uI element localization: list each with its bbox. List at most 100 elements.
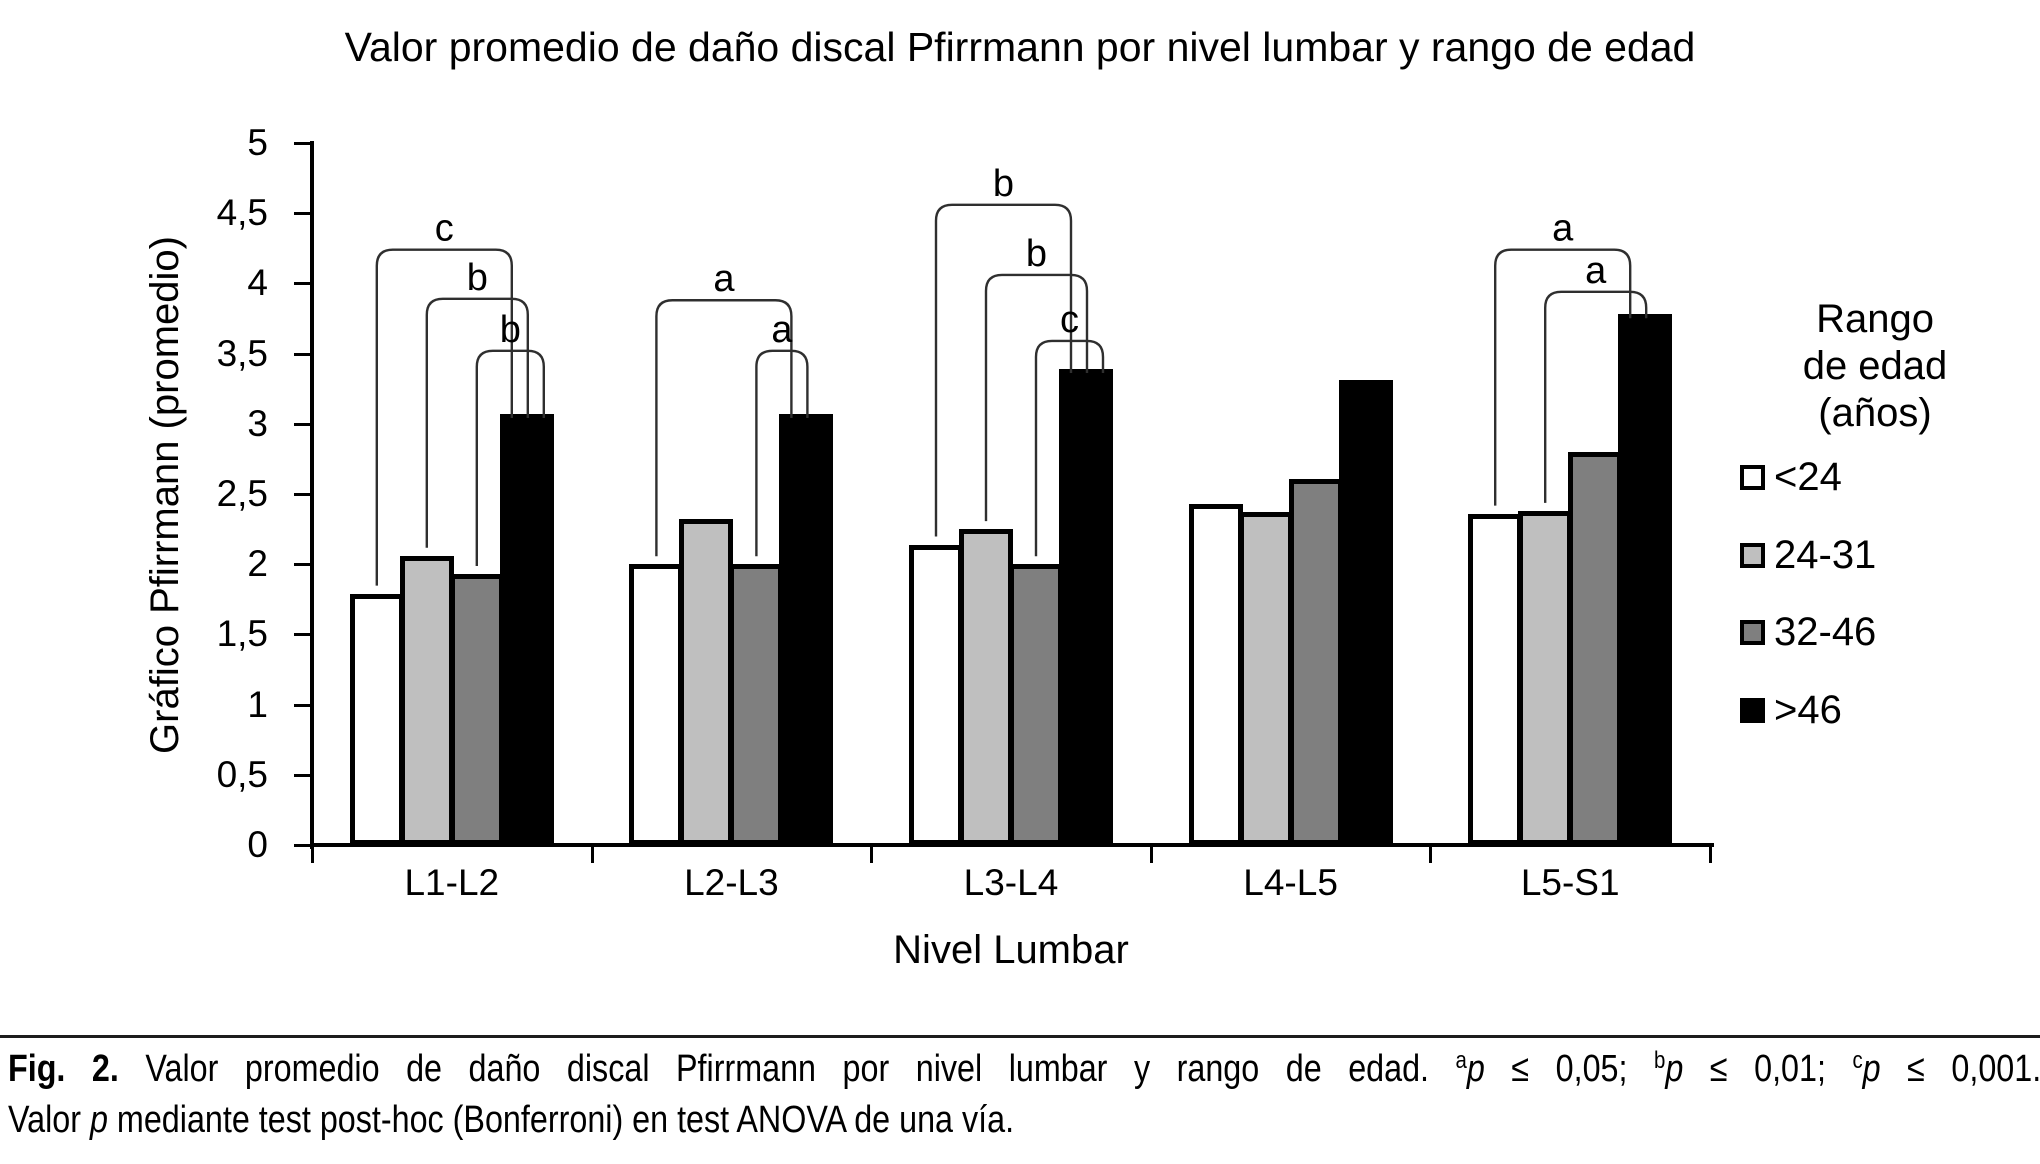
bar-L1-L2-32-46 [449, 574, 504, 845]
legend-swatch-icon [1740, 542, 1765, 568]
y-tick-label: 3 [247, 402, 268, 444]
bar-L3-L4-<24 [909, 544, 963, 845]
y-tick-mark [294, 703, 310, 707]
legend-item-label: 24-31 [1774, 532, 1877, 577]
y-tick-label: 1 [247, 683, 268, 725]
legend-title-line: Rango [1816, 297, 1934, 341]
y-tick-mark [294, 142, 310, 145]
caption-segment: Valor [8, 1099, 90, 1141]
x-tick-mark [1709, 847, 1712, 863]
caption-segment: ≤ 0,01; [1683, 1048, 1853, 1090]
y-tick-label: 5 [247, 122, 268, 163]
legend-item-32-46: 32-46 [1740, 607, 1876, 657]
bar-L1-L2->46 [499, 413, 554, 845]
y-tick-mark [294, 633, 310, 637]
significance-label: a [713, 258, 735, 300]
legend-item-label: >46 [1774, 687, 1842, 732]
y-tick-label: 4,5 [216, 192, 268, 234]
y-tick-mark [294, 563, 310, 567]
caption-divider [0, 1035, 2040, 1038]
legend-item-label: <24 [1774, 454, 1842, 499]
chart-title: Valor promedio de daño discal Pfirrmann … [344, 24, 1696, 70]
y-tick-mark [294, 282, 310, 286]
caption-segment: mediante test post-hoc (Bonferroni) en t… [107, 1099, 1015, 1141]
caption-segment: b [1654, 1047, 1666, 1074]
bar-L4-L5-32-46 [1288, 478, 1343, 845]
x-tick-mark [311, 847, 314, 863]
legend: Rango de edad (años) <24 24-31 32-46 >46 [1740, 296, 2040, 732]
y-tick-mark [294, 844, 310, 847]
y-tick-mark [294, 352, 310, 356]
y-tick-label: 3,5 [216, 332, 268, 374]
y-tick-label: 4 [247, 262, 268, 304]
y-tick-mark [294, 493, 310, 496]
caption-segment: ≤ 0,001. [1880, 1048, 2040, 1090]
bar-L2-L3-32-46 [729, 564, 784, 845]
y-tick-mark [294, 212, 310, 216]
legend-item->46: >46 [1740, 685, 1842, 735]
legend-title-line: de edad [1802, 344, 1948, 388]
legend-item-label: 32-46 [1774, 609, 1877, 654]
legend-title: Rango de edad (años) [1740, 296, 2010, 437]
y-tick-label: 0 [247, 824, 268, 865]
x-category-label: L3-L4 [963, 862, 1059, 903]
caption-segment: Valor promedio de daño discal Pfirrmann … [118, 1048, 1456, 1090]
significance-label: b [993, 163, 1014, 205]
legend-title-line: (años) [1818, 391, 1932, 435]
significance-label: a [1585, 250, 1607, 292]
bar-L3-L4->46 [1059, 369, 1113, 845]
y-tick-mark [294, 422, 310, 426]
caption-segment: Fig. 2. [8, 1048, 119, 1090]
y-axis-line [310, 141, 314, 849]
caption-segment: p [1466, 1048, 1485, 1090]
caption-segment: ≤ 0,05; [1484, 1048, 1655, 1090]
bar-L3-L4-24-31 [959, 529, 1013, 845]
x-tick-mark [590, 847, 594, 863]
caption-segment: a [1455, 1047, 1467, 1074]
legend-swatch-icon [1740, 697, 1765, 723]
caption-line-2: Valor p mediante test post-hoc (Bonferro… [8, 1097, 2040, 1144]
significance-bracket-L2-L3-a [655, 299, 793, 557]
y-tick-mark [294, 773, 310, 777]
bar-L4-L5->46 [1338, 380, 1393, 845]
caption-segment: c [1852, 1047, 1863, 1074]
x-category-label: L1-L2 [404, 862, 500, 903]
significance-label: a [1552, 208, 1574, 250]
x-category-label: L5-S1 [1520, 862, 1620, 903]
x-axis-line [310, 843, 1714, 847]
bar-L5-S1->46 [1618, 314, 1673, 845]
figure-caption: Fig. 2. Valor promedio de daño discal Pf… [8, 1046, 2040, 1144]
significance-label: b [1026, 233, 1047, 275]
significance-bracket-L1-L2-c [375, 248, 513, 586]
bar-L5-S1-32-46 [1568, 451, 1623, 845]
x-axis-title: Nivel Lumbar [893, 928, 1129, 972]
caption-line-1: Fig. 2. Valor promedio de daño discal Pf… [8, 1046, 2040, 1097]
significance-label: a [771, 309, 793, 351]
x-tick-mark [1429, 847, 1433, 863]
y-tick-label: 0,5 [216, 753, 268, 795]
bar-L4-L5-<24 [1188, 503, 1243, 845]
significance-label: b [500, 309, 521, 351]
x-category-label: L2-L3 [684, 862, 779, 903]
x-tick-mark [870, 847, 874, 863]
bar-L2-L3-<24 [629, 564, 684, 845]
significance-label: c [435, 208, 454, 250]
significance-label: c [1060, 299, 1079, 341]
bar-L2-L3-24-31 [679, 519, 734, 845]
legend-item-24-31: 24-31 [1740, 530, 1876, 580]
significance-label: b [467, 257, 488, 299]
y-tick-label: 2 [247, 543, 268, 585]
significance-bracket-L3-L4-b [934, 203, 1073, 537]
x-category-label: L4-L5 [1243, 862, 1338, 903]
caption-segment: p [1862, 1048, 1881, 1090]
x-tick-mark [1149, 847, 1153, 863]
bar-L1-L2-24-31 [399, 555, 454, 845]
y-tick-label: 1,5 [216, 613, 268, 655]
legend-swatch-icon [1740, 464, 1765, 490]
legend-item-<24: <24 [1740, 452, 1842, 502]
y-tick-label: 2,5 [216, 473, 268, 514]
bar-L1-L2-<24 [349, 593, 404, 845]
caption-segment: p [89, 1099, 108, 1141]
bar-L3-L4-32-46 [1009, 564, 1063, 845]
